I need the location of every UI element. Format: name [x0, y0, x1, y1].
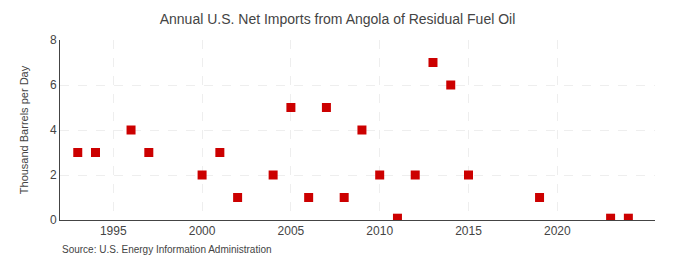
svg-text:4: 4	[50, 123, 57, 137]
svg-text:Annual U.S. Net Imports from A: Annual U.S. Net Imports from Angola of R…	[160, 11, 516, 27]
svg-text:2015: 2015	[455, 224, 482, 238]
svg-text:2000: 2000	[189, 224, 216, 238]
svg-text:1995: 1995	[100, 224, 127, 238]
svg-text:Thousand Barrels per Day: Thousand Barrels per Day	[18, 65, 30, 194]
svg-text:6: 6	[50, 78, 57, 92]
svg-text:2020: 2020	[544, 224, 571, 238]
svg-text:2: 2	[50, 168, 57, 182]
svg-text:0: 0	[50, 213, 57, 227]
svg-text:8: 8	[50, 33, 57, 47]
svg-text:Source: U.S. Energy Informatio: Source: U.S. Energy Information Administ…	[62, 244, 272, 255]
svg-text:2010: 2010	[366, 224, 393, 238]
svg-text:2005: 2005	[278, 224, 305, 238]
